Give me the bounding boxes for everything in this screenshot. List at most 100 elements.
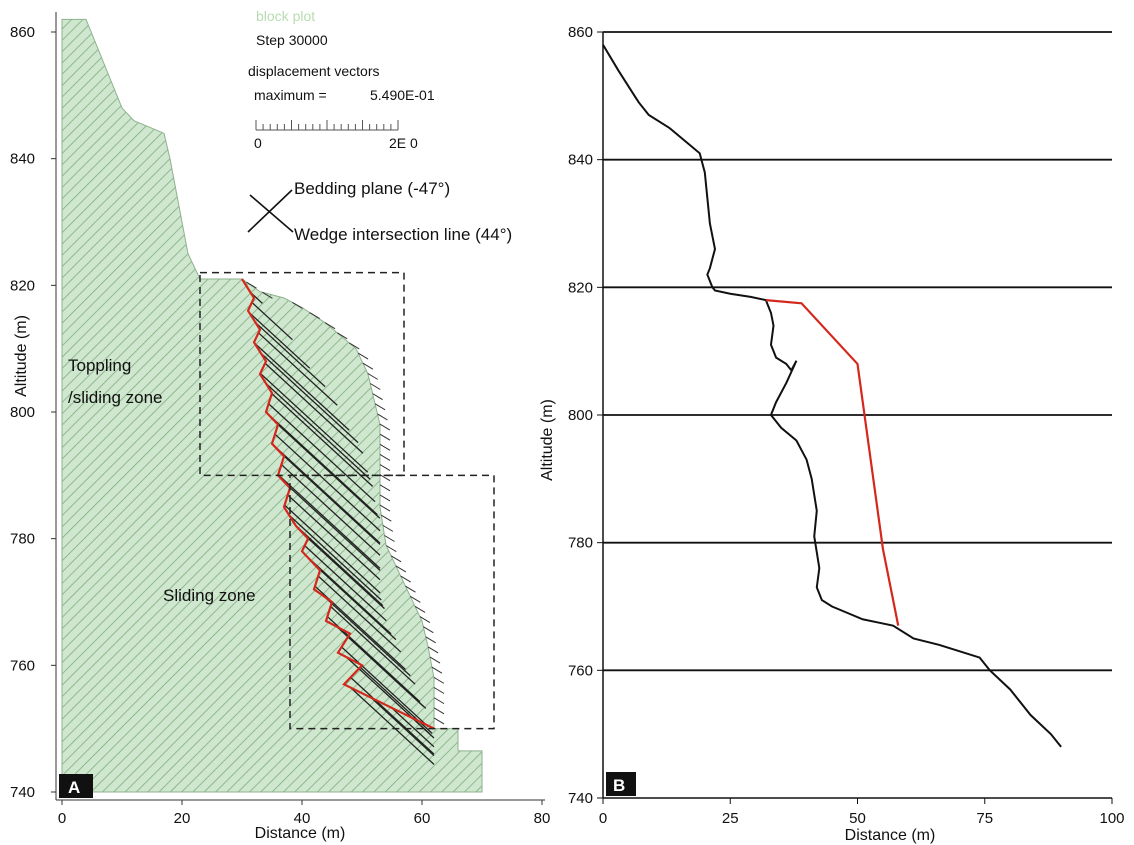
sliding-zone-box	[289, 474, 495, 730]
displacement-vector-tip	[429, 656, 441, 664]
displacement-vector-tip	[348, 342, 360, 350]
displacement-vector-tip	[433, 676, 445, 684]
displacement-vector-tip	[433, 687, 445, 694]
displacement-vectors	[243, 281, 445, 765]
x-axis-title: Distance (m)	[845, 827, 936, 844]
legend-scale-bar	[255, 120, 399, 131]
slope-profile-area	[61, 18, 483, 793]
sliding-zone-label: Sliding zone	[163, 586, 256, 605]
displacement-vector-tip	[379, 433, 391, 441]
displacement-vector-tip	[433, 697, 445, 705]
displacement-vector-tip	[357, 352, 369, 360]
x-tick-label: 0	[599, 810, 607, 827]
displacement-vector	[284, 504, 381, 594]
x-tick-label: 60	[414, 810, 431, 827]
displacement-vector-tip	[374, 403, 386, 411]
panel-a-axes: 860 840 820 800 780 760 740 0 20 40 60 80 Distance (…	[10, 12, 550, 842]
displacement-vector-tip	[309, 312, 320, 319]
displacement-vector-tip	[400, 575, 411, 583]
displacement-vector	[268, 403, 376, 503]
displacement-vector	[274, 433, 381, 532]
displacement-vector	[259, 372, 369, 473]
displacement-vector	[248, 312, 311, 369]
displacement-vector-tip	[336, 332, 348, 340]
y-tick-label: 860	[10, 24, 35, 41]
displacement-vector-tip	[369, 383, 381, 390]
toppling-zone-label-2: /sliding zone	[68, 388, 163, 407]
panel-a-label-box	[59, 774, 93, 798]
x-axis-title: Distance (m)	[255, 825, 346, 842]
toppling-zone-label: Toppling	[68, 356, 131, 375]
legend-scale-min: 0	[254, 135, 262, 151]
displacement-vector-tip	[405, 585, 416, 593]
displacement-vector-tip	[379, 474, 391, 482]
displacement-vector	[272, 443, 381, 544]
displacement-vector	[288, 514, 382, 601]
displacement-vector-tip	[433, 707, 445, 715]
y-tick-label: 760	[568, 662, 593, 679]
displacement-profile-line	[602, 44, 1062, 748]
displacement-vector	[287, 494, 381, 581]
displacement-vector	[330, 605, 416, 685]
displacement-vector	[286, 484, 381, 571]
y-axis-title: Altitude (m)	[539, 399, 556, 481]
bedding-plane-label: Bedding plane (-47°)	[294, 179, 450, 198]
y-axis-title: Altitude (m)	[13, 315, 30, 397]
panel-b-series	[602, 44, 1062, 748]
displacement-vector-tip	[414, 606, 426, 613]
legend-title: block plot	[256, 8, 315, 24]
displacement-vector-tip	[384, 535, 395, 542]
displacement-vector-tip	[427, 646, 439, 654]
displacement-vector	[265, 383, 371, 480]
x-tick-label: 20	[174, 810, 191, 827]
y-tick-label: 760	[10, 657, 35, 674]
displacement-vector	[317, 575, 402, 653]
displacement-vector	[370, 697, 435, 757]
legend-vectors: displacement vectors	[248, 63, 380, 79]
y-tick-label: 740	[10, 784, 35, 801]
displacement-vector	[295, 524, 384, 607]
y-tick-label: 840	[568, 152, 593, 169]
displacement-vector	[251, 301, 293, 341]
x-tick-label: 75	[976, 810, 993, 827]
displacement-vector-tip	[423, 626, 434, 634]
displacement-vector-tip	[362, 362, 374, 370]
x-tick-label: 100	[1099, 810, 1124, 827]
displacement-vector-tip	[433, 717, 445, 725]
panel-b-gridlines	[603, 31, 1112, 672]
displacement-vector-tip	[381, 514, 392, 522]
y-tick-label: 740	[568, 790, 593, 807]
displacement-vector	[349, 687, 435, 765]
displacement-vector	[305, 555, 392, 635]
displacement-vector-tip	[382, 524, 394, 532]
displacement-vector-tip	[410, 595, 421, 603]
wedge-line-symbol	[249, 194, 294, 233]
displacement-vector	[304, 535, 385, 610]
panel-b-label: B	[613, 776, 625, 795]
displacement-vector-tip	[379, 494, 391, 502]
displacement-vector	[255, 322, 326, 388]
displacement-vector	[304, 545, 387, 622]
displacement-vector	[253, 342, 350, 431]
displacement-vector-tip	[377, 413, 388, 421]
displacement-vector-tip	[292, 302, 303, 309]
displacement-vector-tip	[390, 555, 402, 563]
displacement-vector	[281, 453, 381, 545]
displacement-vector	[347, 636, 427, 709]
displacement-vector-tip	[379, 454, 391, 461]
displacement-vector	[271, 393, 374, 487]
legend-maximum-label: maximum =	[254, 87, 327, 103]
displacement-vector-tip	[379, 484, 391, 492]
displacement-vector-tip	[379, 504, 391, 512]
panel-a-label: A	[68, 778, 80, 797]
displacement-vector-tip	[395, 565, 407, 573]
displacement-vector	[277, 474, 381, 569]
displacement-vector-tip	[386, 545, 397, 553]
x-tick-label: 50	[849, 810, 866, 827]
displacement-vector-tip	[379, 423, 391, 431]
legend-step: Step 30000	[256, 32, 328, 48]
legend-scale-max: 2E 0	[389, 135, 418, 151]
displacement-vector-tip	[246, 281, 257, 289]
displacement-vector-tip	[379, 443, 391, 451]
x-tick-label: 80	[534, 810, 551, 827]
